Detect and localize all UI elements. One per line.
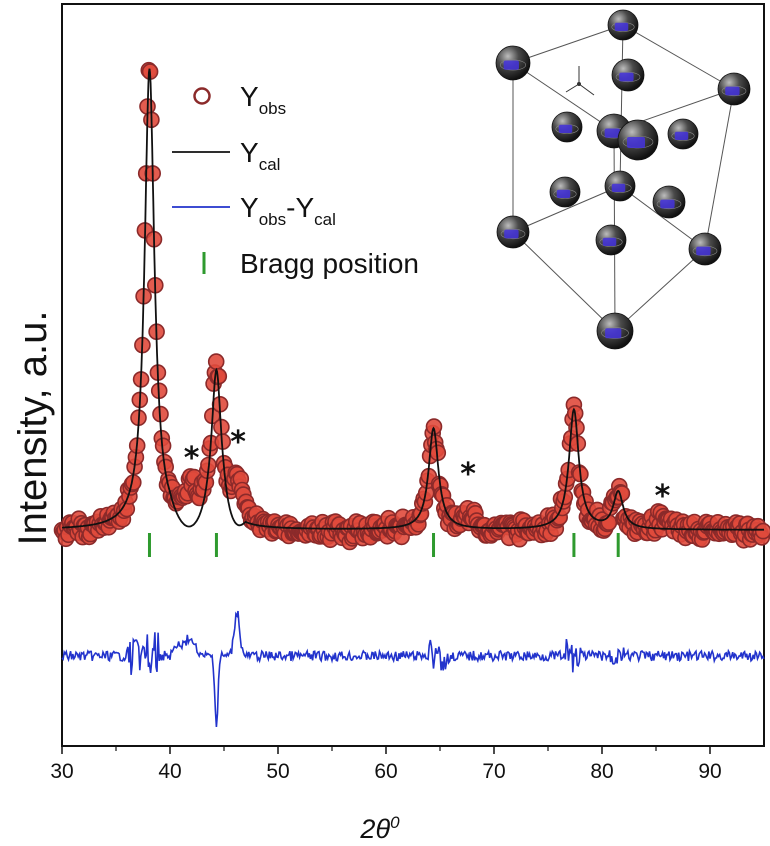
x-axis-label-text: 2θ bbox=[359, 814, 390, 844]
legend-marker-circle bbox=[193, 87, 211, 105]
legend-main: Y bbox=[240, 81, 259, 112]
x-tick-label: 70 bbox=[482, 760, 505, 783]
legend: Yobs Ycal Yobs-Ycal Bragg position bbox=[172, 81, 419, 279]
atom bbox=[717, 72, 751, 106]
legend-label-bragg: Bragg position bbox=[240, 248, 419, 279]
legend-label-difference: Yobs-Ycal bbox=[240, 192, 336, 229]
atoms bbox=[495, 9, 751, 350]
legend-main2: Y bbox=[295, 192, 314, 223]
plot-area bbox=[61, 3, 765, 747]
y-axis-label: Intensity, a.u. bbox=[11, 311, 55, 546]
impurity-markers: * * * * bbox=[184, 425, 671, 514]
atom bbox=[667, 118, 699, 150]
x-tick-label: 40 bbox=[158, 760, 181, 783]
legend-main: Y bbox=[240, 192, 259, 223]
calculated-line bbox=[62, 68, 764, 531]
legend-item-calculated: Ycal bbox=[172, 137, 280, 174]
atom bbox=[595, 224, 627, 256]
legend-main: Y bbox=[240, 137, 259, 168]
legend-item-observed: Yobs bbox=[193, 81, 286, 118]
atom bbox=[617, 119, 659, 161]
impurity-star: * bbox=[460, 457, 476, 492]
x-axis: 30 40 50 60 70 80 90 bbox=[50, 746, 722, 783]
legend-sub: obs bbox=[259, 210, 286, 229]
impurity-star: * bbox=[230, 425, 246, 460]
observed-series bbox=[53, 61, 770, 551]
crystal-structure-inset bbox=[495, 9, 751, 350]
legend-item-bragg: Bragg position bbox=[202, 248, 419, 279]
atom bbox=[688, 232, 722, 266]
atom bbox=[496, 215, 530, 249]
x-tick-label: 50 bbox=[266, 760, 289, 783]
x-axis-label-sup: 0 bbox=[390, 813, 400, 832]
atom bbox=[596, 312, 634, 350]
x-tick-label: 60 bbox=[374, 760, 397, 783]
axis-triad-icon bbox=[565, 66, 595, 96]
observed-point bbox=[425, 418, 443, 435]
atom bbox=[604, 170, 636, 202]
legend-sub: cal bbox=[259, 155, 281, 174]
legend-label-observed: Yobs bbox=[240, 81, 286, 118]
atom bbox=[495, 45, 531, 81]
atom bbox=[652, 185, 686, 219]
legend-sub2: cal bbox=[314, 210, 336, 229]
impurity-star: * bbox=[184, 441, 200, 476]
x-tick-label: 90 bbox=[698, 760, 721, 783]
atom bbox=[611, 58, 645, 92]
atom bbox=[549, 176, 581, 208]
x-axis-label: 2θ0 bbox=[359, 813, 400, 844]
difference-line bbox=[61, 610, 765, 727]
atom bbox=[551, 111, 583, 143]
legend-mid: - bbox=[286, 192, 295, 223]
legend-label-calculated: Ycal bbox=[240, 137, 280, 174]
x-tick-label: 30 bbox=[50, 760, 73, 783]
legend-sub: obs bbox=[259, 99, 286, 118]
observed-point bbox=[207, 353, 225, 370]
atom bbox=[607, 9, 639, 41]
observed-point bbox=[754, 522, 770, 540]
bragg-markers bbox=[147, 533, 620, 557]
observed-point bbox=[600, 514, 618, 531]
legend-item-difference: Yobs-Ycal bbox=[172, 192, 336, 229]
x-tick-label: 80 bbox=[590, 760, 613, 783]
impurity-star: * bbox=[655, 479, 671, 514]
